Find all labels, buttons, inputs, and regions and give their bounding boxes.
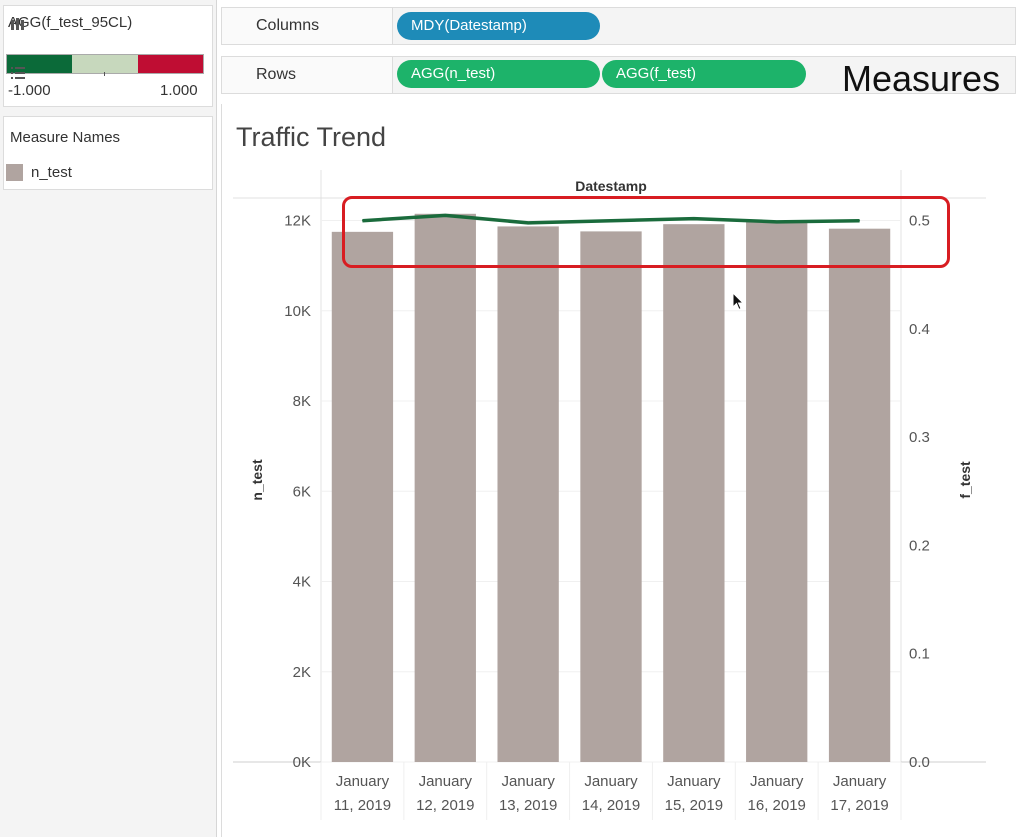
right-tick-label: 0.3	[909, 429, 930, 446]
right-axis-title: f_test	[957, 461, 973, 499]
viz-title: Traffic Trend	[236, 122, 387, 152]
x-tick-label: January	[501, 773, 555, 790]
color-ramp-mid	[72, 55, 138, 73]
point-f-test[interactable]	[444, 214, 446, 216]
x-axis-title: Datestamp	[575, 178, 647, 194]
rows-icon	[10, 65, 26, 85]
measure-names-swatch[interactable]	[6, 164, 23, 181]
left-tick-label: 12K	[284, 213, 311, 230]
left-tick-label: 10K	[284, 303, 311, 320]
rows-shelf-label-box	[222, 57, 393, 93]
color-ramp-min-label: -1.000	[8, 82, 51, 99]
point-f-test[interactable]	[527, 222, 529, 224]
x-tick-label: January	[750, 773, 804, 790]
left-tick-label: 4K	[293, 574, 311, 591]
x-tick-label: January	[833, 773, 887, 790]
color-ramp-center-tick	[104, 72, 105, 76]
measure-names-title: Measure Names	[10, 129, 121, 146]
x-tick-label: January	[419, 773, 473, 790]
point-f-test[interactable]	[693, 218, 695, 220]
right-tick-label: 0.1	[909, 646, 930, 663]
rows-shelf-label: Rows	[256, 66, 297, 83]
color-ramp-high	[137, 55, 203, 73]
measure-names-item[interactable]: n_test	[31, 164, 72, 181]
color-legend-title: AGG(f_test_95CL)	[8, 14, 133, 31]
x-tick-label: 14, 2019	[582, 797, 640, 814]
x-tick-label: January	[667, 773, 721, 790]
color-ramp-max-label: 1.000	[160, 82, 198, 99]
traffic-trend-chart[interactable]: 0K 2K 4K 6K 8K 10K 12K 0.0 0.1 0.2 0.3 0.4 0.5 Datest…	[221, 160, 1011, 830]
x-tick-label: 12, 2019	[416, 797, 474, 814]
right-tick-label: 0.2	[909, 537, 930, 554]
measures-label: Measures	[842, 58, 1001, 99]
x-tick-label: 11, 2019	[334, 797, 391, 814]
x-tick-label: 15, 2019	[665, 797, 723, 814]
bar-n-test[interactable]	[663, 224, 725, 762]
bar-n-test[interactable]	[828, 228, 891, 762]
bar-n-test[interactable]	[497, 226, 559, 762]
bar-n-test[interactable]	[746, 221, 808, 762]
measure-names-card[interactable]	[3, 116, 213, 190]
point-f-test[interactable]	[859, 220, 861, 222]
columns-icon	[10, 16, 26, 36]
columns-shelf[interactable]	[221, 7, 1016, 45]
point-f-test[interactable]	[776, 221, 778, 223]
left-tick-label: 6K	[293, 483, 311, 500]
right-tick-label: 0.4	[909, 321, 930, 338]
columns-pill-datestamp[interactable]: MDY(Datestamp)	[397, 12, 600, 40]
rows-pill-n-test[interactable]: AGG(n_test)	[397, 60, 600, 88]
rows-pill-f-test[interactable]: AGG(f_test)	[602, 60, 806, 88]
x-tick-label: 13, 2019	[499, 797, 557, 814]
x-tick-label: 16, 2019	[748, 797, 806, 814]
left-tick-label: 2K	[293, 664, 311, 681]
columns-shelf-label-box	[222, 8, 393, 44]
columns-shelf-label: Columns	[256, 17, 320, 34]
x-tick-label: January	[584, 773, 638, 790]
right-tick-label: 0.5	[909, 213, 930, 230]
x-tick-label: 17, 2019	[830, 797, 888, 814]
color-ramp[interactable]	[6, 54, 204, 74]
x-tick-label: January	[336, 773, 390, 790]
highlight-box	[342, 196, 950, 268]
point-f-test[interactable]	[361, 220, 363, 222]
bar-n-test[interactable]	[414, 213, 476, 762]
left-tick-label: 8K	[293, 393, 311, 410]
left-tick-label: 0K	[293, 754, 311, 771]
left-axis-title: n_test	[249, 459, 265, 501]
point-f-test[interactable]	[610, 220, 612, 222]
bar-n-test[interactable]	[331, 231, 394, 763]
bar-n-test[interactable]	[580, 231, 642, 762]
right-tick-label: 0.0	[909, 754, 930, 771]
